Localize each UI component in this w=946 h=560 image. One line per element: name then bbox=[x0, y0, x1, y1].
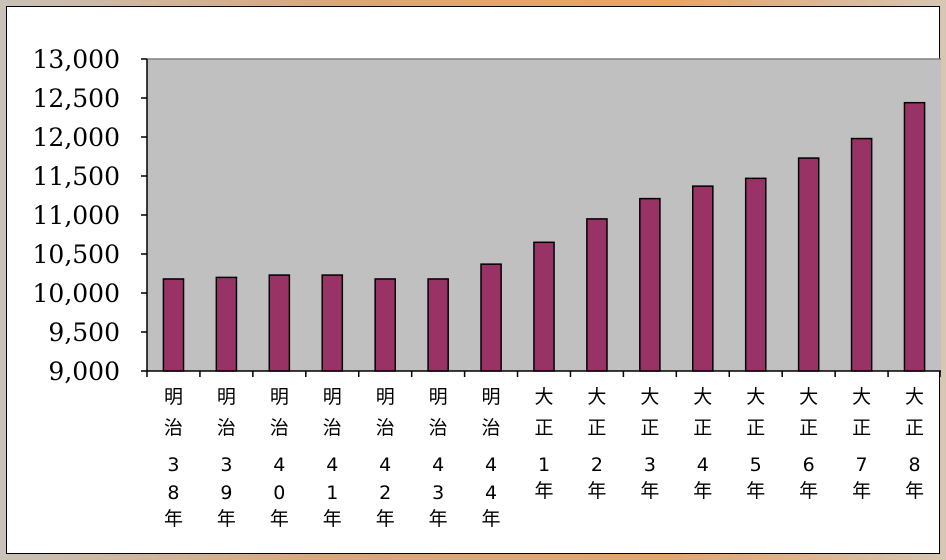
chart-frame: 9,000 9,500 10,000 10,500 11,000 11,500 12,000… bbox=[6, 6, 941, 554]
x-category-label: 大正 6 年 bbox=[799, 386, 818, 502]
x-category-label: 大正 4 年 bbox=[693, 386, 712, 502]
bar bbox=[480, 263, 502, 372]
bar bbox=[639, 197, 661, 372]
y-tick-label: 9,500 bbox=[48, 318, 120, 347]
x-category-label: 大正 5 年 bbox=[746, 386, 765, 502]
y-tick-label: 11,500 bbox=[33, 162, 120, 191]
x-category-label: 大正 7 年 bbox=[852, 386, 871, 502]
y-tick-label: 12,000 bbox=[33, 123, 120, 152]
bar bbox=[215, 276, 238, 372]
x-category-label: 明治 3 8 年 bbox=[164, 386, 183, 530]
bar bbox=[903, 101, 926, 372]
x-category-label: 明治 4 2 年 bbox=[376, 386, 395, 530]
bar-chart: 9,000 9,500 10,000 10,500 11,000 11,500 12,000… bbox=[33, 45, 941, 530]
bar bbox=[321, 274, 344, 372]
bar bbox=[850, 137, 873, 372]
x-category-label: 明治 4 4 年 bbox=[482, 386, 501, 530]
bar bbox=[586, 218, 608, 372]
x-category-label: 大正 8 年 bbox=[905, 386, 924, 502]
x-category-label: 明治 4 3 年 bbox=[429, 386, 448, 530]
bar bbox=[744, 177, 767, 372]
y-tick-label: 10,500 bbox=[33, 240, 120, 269]
y-tick-label: 13,000 bbox=[33, 45, 120, 74]
bar bbox=[691, 185, 714, 372]
x-category-label: 大正 2 年 bbox=[587, 386, 606, 502]
y-tick-label: 9,000 bbox=[48, 357, 120, 386]
x-category-label: 明治 4 0 年 bbox=[270, 386, 289, 530]
x-category-label: 明治 4 1 年 bbox=[323, 386, 342, 530]
bar bbox=[268, 274, 291, 372]
bar bbox=[797, 157, 820, 372]
bar bbox=[162, 278, 185, 372]
y-tick-label: 11,000 bbox=[33, 201, 120, 230]
x-category-label: 明治 3 9 年 bbox=[217, 386, 236, 530]
x-category-label: 大正 1 年 bbox=[534, 386, 553, 502]
bar bbox=[533, 241, 555, 372]
y-tick-label: 12,500 bbox=[33, 84, 120, 113]
bar bbox=[427, 278, 449, 372]
y-tick-label: 10,000 bbox=[33, 279, 120, 308]
x-category-label: 大正 3 年 bbox=[640, 386, 659, 502]
bar bbox=[374, 278, 397, 372]
